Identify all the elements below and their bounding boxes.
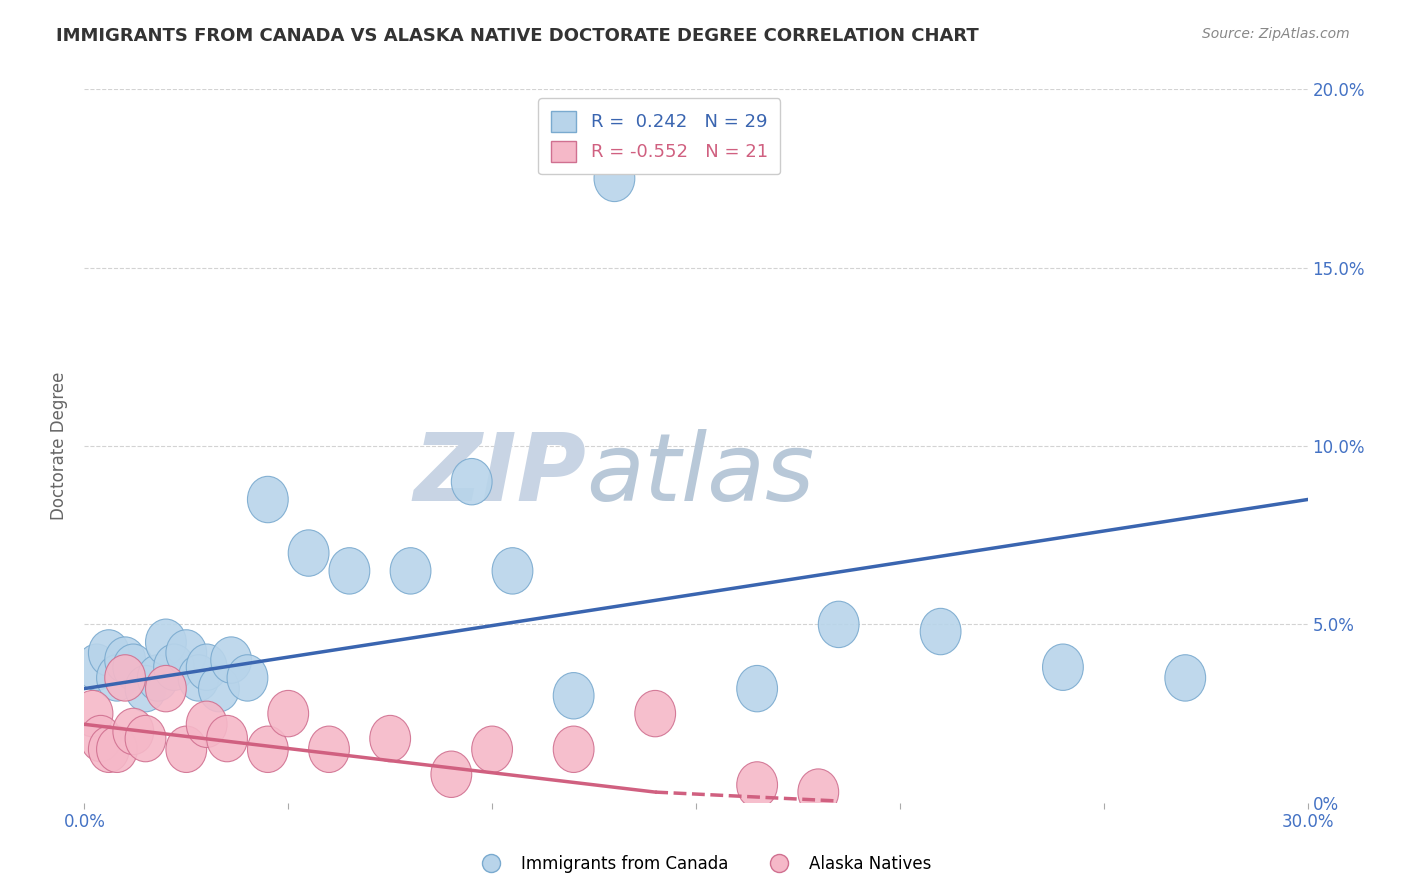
Ellipse shape — [595, 155, 636, 202]
Ellipse shape — [655, 102, 696, 148]
Ellipse shape — [186, 644, 228, 690]
Ellipse shape — [76, 644, 117, 690]
Ellipse shape — [818, 601, 859, 648]
Ellipse shape — [198, 665, 239, 712]
Ellipse shape — [370, 715, 411, 762]
Ellipse shape — [105, 637, 146, 683]
Ellipse shape — [329, 548, 370, 594]
Ellipse shape — [97, 726, 138, 772]
Ellipse shape — [799, 769, 839, 815]
Ellipse shape — [269, 690, 309, 737]
Ellipse shape — [89, 630, 129, 676]
Y-axis label: Doctorate Degree: Doctorate Degree — [51, 372, 69, 520]
Ellipse shape — [288, 530, 329, 576]
Ellipse shape — [72, 690, 112, 737]
Ellipse shape — [920, 608, 962, 655]
Ellipse shape — [146, 665, 186, 712]
Ellipse shape — [153, 644, 194, 690]
Ellipse shape — [89, 726, 129, 772]
Ellipse shape — [737, 762, 778, 808]
Ellipse shape — [432, 751, 472, 797]
Ellipse shape — [554, 673, 595, 719]
Ellipse shape — [1043, 644, 1084, 690]
Ellipse shape — [125, 715, 166, 762]
Ellipse shape — [166, 630, 207, 676]
Ellipse shape — [636, 690, 676, 737]
Ellipse shape — [228, 655, 269, 701]
Ellipse shape — [451, 458, 492, 505]
Ellipse shape — [112, 644, 153, 690]
Ellipse shape — [138, 655, 179, 701]
Legend: Immigrants from Canada, Alaska Natives: Immigrants from Canada, Alaska Natives — [468, 848, 938, 880]
Ellipse shape — [179, 655, 219, 701]
Ellipse shape — [207, 715, 247, 762]
Ellipse shape — [80, 715, 121, 762]
Ellipse shape — [146, 619, 186, 665]
Ellipse shape — [105, 655, 146, 701]
Ellipse shape — [211, 637, 252, 683]
Ellipse shape — [309, 726, 350, 772]
Ellipse shape — [391, 548, 432, 594]
Legend: R =  0.242   N = 29, R = -0.552   N = 21: R = 0.242 N = 29, R = -0.552 N = 21 — [538, 98, 780, 174]
Ellipse shape — [186, 701, 228, 747]
Ellipse shape — [247, 726, 288, 772]
Text: IMMIGRANTS FROM CANADA VS ALASKA NATIVE DOCTORATE DEGREE CORRELATION CHART: IMMIGRANTS FROM CANADA VS ALASKA NATIVE … — [56, 27, 979, 45]
Ellipse shape — [492, 548, 533, 594]
Ellipse shape — [125, 665, 166, 712]
Ellipse shape — [247, 476, 288, 523]
Ellipse shape — [554, 726, 595, 772]
Ellipse shape — [1166, 655, 1206, 701]
Text: atlas: atlas — [586, 429, 814, 520]
Ellipse shape — [112, 708, 153, 755]
Ellipse shape — [472, 726, 513, 772]
Ellipse shape — [97, 655, 138, 701]
Text: ZIP: ZIP — [413, 428, 586, 521]
Ellipse shape — [737, 665, 778, 712]
Text: Source: ZipAtlas.com: Source: ZipAtlas.com — [1202, 27, 1350, 41]
Ellipse shape — [166, 726, 207, 772]
